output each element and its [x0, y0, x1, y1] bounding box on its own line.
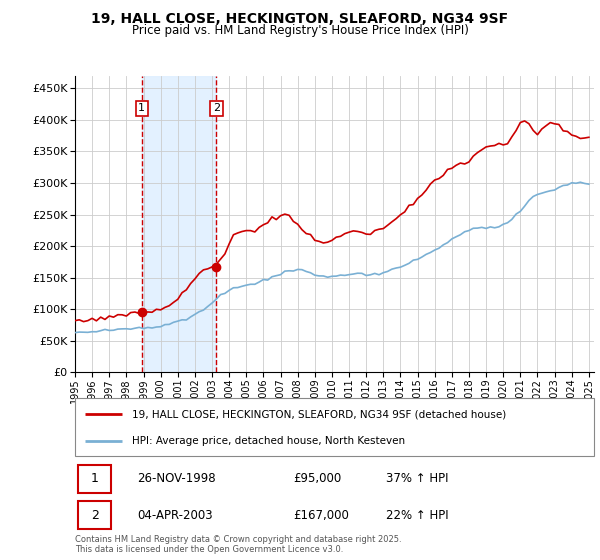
Bar: [142, 76, 217, 372]
Text: 37% ↑ HPI: 37% ↑ HPI: [386, 472, 449, 486]
Text: Contains HM Land Registry data © Crown copyright and database right 2025.
This d: Contains HM Land Registry data © Crown c…: [75, 535, 401, 554]
Bar: [77, 465, 112, 493]
Text: 1: 1: [91, 472, 98, 486]
Text: 1: 1: [139, 104, 145, 114]
Text: Price paid vs. HM Land Registry's House Price Index (HPI): Price paid vs. HM Land Registry's House …: [131, 24, 469, 36]
Text: 2: 2: [91, 508, 98, 522]
Bar: [77, 501, 112, 529]
Text: £167,000: £167,000: [293, 508, 349, 522]
Text: 26-NOV-1998: 26-NOV-1998: [137, 472, 216, 486]
Text: 19, HALL CLOSE, HECKINGTON, SLEAFORD, NG34 9SF (detached house): 19, HALL CLOSE, HECKINGTON, SLEAFORD, NG…: [132, 409, 506, 419]
Text: £95,000: £95,000: [293, 472, 341, 486]
Text: 19, HALL CLOSE, HECKINGTON, SLEAFORD, NG34 9SF: 19, HALL CLOSE, HECKINGTON, SLEAFORD, NG…: [91, 12, 509, 26]
Text: 22% ↑ HPI: 22% ↑ HPI: [386, 508, 449, 522]
Text: 04-APR-2003: 04-APR-2003: [137, 508, 213, 522]
Text: HPI: Average price, detached house, North Kesteven: HPI: Average price, detached house, Nort…: [132, 436, 405, 446]
Text: 2: 2: [213, 104, 220, 114]
